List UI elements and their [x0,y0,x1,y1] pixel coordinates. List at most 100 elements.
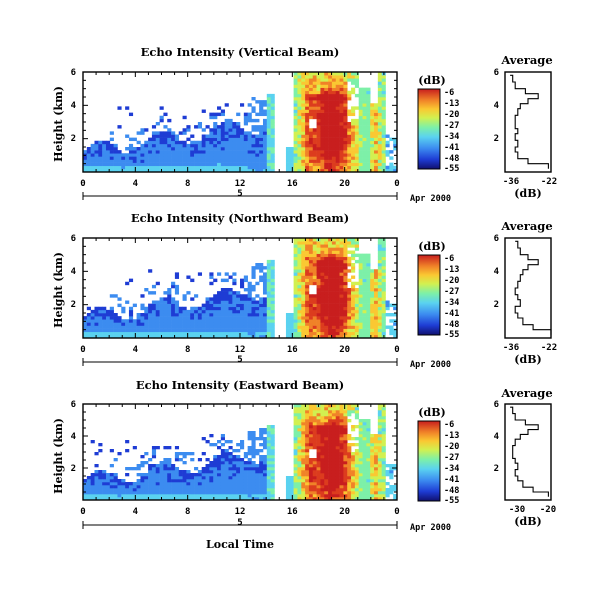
heatmap-cell [335,491,340,495]
heatmap-cell [247,322,252,326]
heatmap-cell [347,443,352,447]
heatmap-cell [174,485,180,489]
heatmap-cell [140,313,145,317]
heatmap-cell [312,162,317,167]
heatmap-cell [347,291,352,295]
heatmap-cell [366,455,371,459]
heatmap-cell [167,461,172,465]
heatmap-cell [148,467,153,471]
heatmap-cell [125,168,130,173]
heatmap-cell [312,266,317,270]
heatmap-cell [217,165,222,170]
heatmap-cell [86,497,91,501]
heatmap-cell [308,443,314,447]
heatmap-cell [151,156,157,160]
heatmap-cell [324,81,329,85]
heatmap-cell [186,128,191,132]
heatmap-cell [328,464,333,468]
heatmap-cell [347,263,352,267]
heatmap-cell [167,168,172,173]
heatmap-cell [220,156,225,160]
heatmap-cell [255,464,260,468]
heatmap-cell [151,491,157,495]
chart-title: Echo Intensity (Northward Beam) [131,211,349,225]
heatmap-cell [362,131,367,135]
heatmap-cell [190,306,195,311]
heatmap-cell [144,485,149,489]
heatmap-cell [201,319,206,323]
heatmap-cell [186,325,191,329]
heatmap-cell [209,131,214,135]
heatmap-cell [354,410,360,414]
chart-title: Echo Intensity (Vertical Beam) [141,45,340,59]
heatmap-cell [343,470,348,474]
heatmap-cell [328,115,333,120]
heatmap-cell [381,281,386,286]
heatmap-cell [105,313,111,317]
heatmap-cell [316,140,321,145]
heatmap-cell [132,162,137,167]
heatmap-cell [335,106,340,110]
heatmap-cell [339,446,344,450]
heatmap-cell [301,413,306,417]
heatmap-cell [305,100,310,104]
y-axis-label: Height (km) [52,418,65,494]
heatmap-cell [186,328,191,333]
heatmap-cell [285,153,291,157]
heatmap-cell [182,313,187,317]
heatmap-cell [228,473,233,477]
heatmap-cell [125,485,130,489]
heatmap-cell [262,494,268,498]
heatmap-cell [362,159,367,163]
heatmap-cell [243,309,248,314]
heatmap-cell [385,325,390,329]
heatmap-cell [171,159,176,163]
heatmap-cell [205,470,210,474]
heatmap-cell [320,137,325,142]
heatmap-cell [351,256,356,261]
heatmap-cell [358,494,363,498]
heatmap-cell [343,461,348,465]
average-profile: Average 6 4 2 -36 -22 (dB) [494,53,558,200]
heatmap-cell [163,297,168,301]
heatmap-cell [109,168,114,173]
heatmap-cell [308,470,314,474]
heatmap-cell [366,288,371,292]
heatmap-cell [351,288,356,292]
heatmap-cell [308,272,314,276]
heatmap-cell [381,428,386,432]
heatmap-cell [362,281,367,286]
heatmap-cell [224,449,229,453]
heatmap-cell [362,437,367,441]
heatmap-cell [232,467,237,471]
heatmap-cell [347,238,352,242]
heatmap-cell [270,115,275,120]
heatmap-cell [316,309,321,314]
heatmap-cell [320,319,325,323]
heatmap-cell [266,259,271,264]
heatmap-cell [377,434,382,438]
heatmap-cell [328,140,333,145]
heatmap-cell [163,150,168,154]
heatmap-cell [366,473,371,477]
heatmap-cell [293,422,298,426]
profile-y-tick: 6 [494,234,499,244]
heatmap-cell [366,331,371,336]
heatmap-cell [297,300,302,304]
heatmap-cell [351,458,356,462]
heatmap-cell [213,313,218,317]
heatmap-cell [220,497,225,501]
heatmap-cell [331,413,337,417]
heatmap-cell [347,413,352,417]
heatmap-cell [217,319,222,323]
heatmap [82,237,398,339]
heatmap-cell [347,331,352,336]
heatmap-cell [351,275,356,279]
heatmap-cell [316,263,321,267]
heatmap-cell [377,131,382,135]
heatmap-cell [163,467,168,471]
heatmap-cell [343,106,348,110]
heatmap-cell [251,165,256,170]
heatmap-cell [320,115,325,120]
heatmap-cell [262,288,268,292]
